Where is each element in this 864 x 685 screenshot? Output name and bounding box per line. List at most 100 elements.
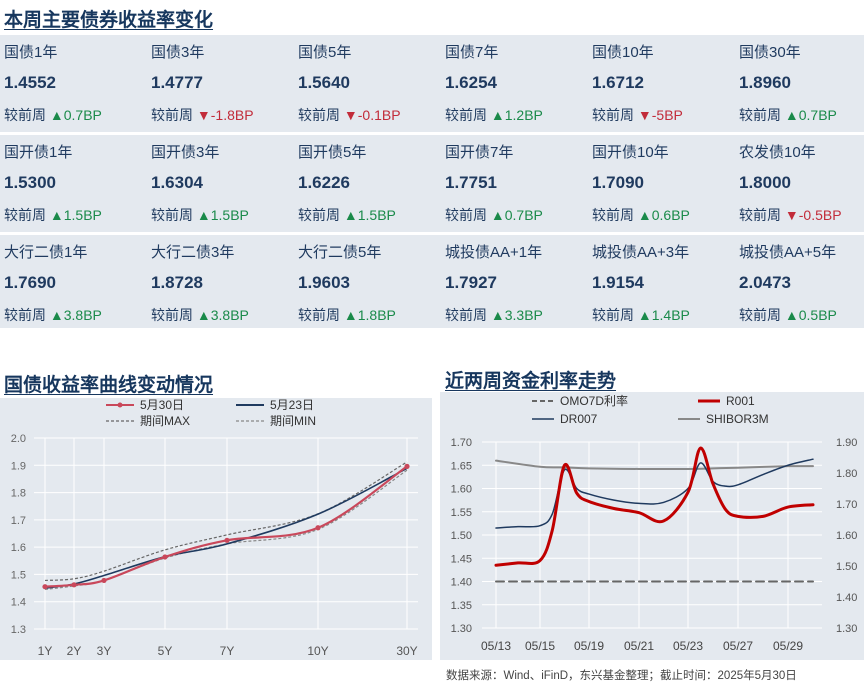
up-arrow-icon: ▲ <box>637 207 652 223</box>
compare-label: 较前周 <box>4 107 50 123</box>
compare-label: 较前周 <box>739 207 785 223</box>
bond-name: 国债10年 <box>592 44 654 61</box>
data-point <box>162 554 168 560</box>
legend-label: 期间MIN <box>270 414 316 428</box>
bond-yield: 1.6304 <box>151 173 203 192</box>
change-value: 1.5BP <box>63 207 102 223</box>
x-tick-label: 30Y <box>396 644 417 658</box>
y-tick-label-left: 1.45 <box>451 553 472 565</box>
y-tick-label-left: 1.35 <box>451 600 472 612</box>
bond-name: 国开债7年 <box>445 144 514 161</box>
x-tick-label: 05/23 <box>673 639 703 653</box>
bond-card: 农发债10年 1.8000 较前周 ▼-0.5BP <box>735 135 864 232</box>
x-tick-label: 05/15 <box>525 639 555 653</box>
bond-change: 较前周 ▼-0.5BP <box>739 205 842 225</box>
compare-label: 较前周 <box>298 307 344 323</box>
bond-yield: 1.6254 <box>445 73 497 92</box>
change-value: 0.6BP <box>651 207 690 223</box>
change-value: -5BP <box>651 107 683 123</box>
compare-label: 较前周 <box>739 107 785 123</box>
bond-name: 国开债5年 <box>298 144 367 161</box>
bond-card: 国债5年 1.5640 较前周 ▼-0.1BP <box>294 35 441 132</box>
change-value: 3.3BP <box>504 307 543 323</box>
bond-name: 国开债3年 <box>151 144 220 161</box>
x-tick-label: 05/27 <box>723 639 753 653</box>
legend-label: 5月30日 <box>140 398 184 412</box>
bond-name: 城投债AA+5年 <box>739 244 837 261</box>
change-value: 1.4BP <box>651 307 690 323</box>
legend-label: SHIBOR3M <box>706 412 769 426</box>
legend-label: R001 <box>726 394 755 408</box>
compare-label: 较前周 <box>445 307 491 323</box>
bond-name: 国开债1年 <box>4 144 73 161</box>
y-tick-label-right: 1.70 <box>836 499 857 511</box>
compare-label: 较前周 <box>592 107 638 123</box>
down-arrow-icon: ▼ <box>784 207 799 223</box>
bond-change: 较前周 ▲0.6BP <box>592 205 690 225</box>
bond-card: 国债7年 1.6254 较前周 ▲1.2BP <box>441 35 588 132</box>
bond-change: 较前周 ▲0.7BP <box>445 205 543 225</box>
bond-yield: 1.6712 <box>592 73 644 92</box>
down-arrow-icon: ▼ <box>637 107 652 123</box>
series-line <box>44 461 408 582</box>
change-value: 0.5BP <box>798 307 837 323</box>
bond-card: 国开债1年 1.5300 较前周 ▲1.5BP <box>0 135 147 232</box>
y-tick-label: 1.5 <box>11 569 26 581</box>
bond-name: 国债30年 <box>739 44 801 61</box>
change-value: 1.2BP <box>504 107 543 123</box>
up-arrow-icon: ▲ <box>784 107 799 123</box>
up-arrow-icon: ▲ <box>784 307 799 323</box>
bond-change: 较前周 ▲1.4BP <box>592 305 690 325</box>
x-tick-label: 5Y <box>158 644 173 658</box>
change-value: -0.5BP <box>798 207 842 223</box>
series-line <box>44 467 408 589</box>
bond-change: 较前周 ▲1.5BP <box>151 205 249 225</box>
bond-yield: 1.8960 <box>739 73 791 92</box>
y-tick-label: 1.3 <box>11 624 26 636</box>
x-tick-label: 05/29 <box>773 639 803 653</box>
down-arrow-icon: ▼ <box>196 107 211 123</box>
data-point <box>101 577 107 584</box>
bond-yield: 2.0473 <box>739 273 791 292</box>
bond-name: 城投债AA+1年 <box>445 244 543 261</box>
y-tick-label-left: 1.30 <box>451 623 472 635</box>
bond-change: 较前周 ▲1.5BP <box>4 205 102 225</box>
bond-card: 城投债AA+5年 2.0473 较前周 ▲0.5BP <box>735 235 864 332</box>
bond-yield: 1.7927 <box>445 273 497 292</box>
bond-change: 较前周 ▼-0.1BP <box>298 105 401 125</box>
up-arrow-icon: ▲ <box>49 107 64 123</box>
y-tick-label-right: 1.80 <box>836 468 857 480</box>
x-tick-label: 05/21 <box>624 639 654 653</box>
bond-card: 国开债5年 1.6226 较前周 ▲1.5BP <box>294 135 441 232</box>
row-separator <box>0 232 864 235</box>
bond-card: 国债30年 1.8960 较前周 ▲0.7BP <box>735 35 864 132</box>
up-arrow-icon: ▲ <box>490 207 505 223</box>
bond-change: 较前周 ▲0.7BP <box>739 105 837 125</box>
y-tick-label-left: 1.70 <box>451 437 472 449</box>
up-arrow-icon: ▲ <box>490 307 505 323</box>
compare-label: 较前周 <box>445 107 491 123</box>
legend-label: DR007 <box>560 412 598 426</box>
data-point <box>71 582 77 588</box>
compare-label: 较前周 <box>592 307 638 323</box>
bond-change: 较前周 ▲1.2BP <box>445 105 543 125</box>
x-tick-label: 7Y <box>220 644 235 658</box>
bond-change: 较前周 ▲3.8BP <box>4 305 102 325</box>
compare-label: 较前周 <box>4 307 50 323</box>
bond-card: 国债1年 1.4552 较前周 ▲0.7BP <box>0 35 147 132</box>
funding-rate-svg: OMO7D利率 R001 DR007 SHIBOR3M 1.30 1.35 1.40 1.45… <box>451 393 858 653</box>
compare-label: 较前周 <box>151 107 197 123</box>
bond-card: 城投债AA+3年 1.9154 较前周 ▲1.4BP <box>588 235 735 332</box>
bond-change: 较前周 ▲1.8BP <box>298 305 396 325</box>
bond-card: 国债3年 1.4777 较前周 ▼-1.8BP <box>147 35 294 132</box>
x-tick-label: 2Y <box>67 644 82 658</box>
change-value: 1.5BP <box>357 207 396 223</box>
series-line <box>495 459 814 471</box>
weekly-yields-title: 本周主要债券收益率变化 <box>4 10 214 31</box>
bond-name: 国开债10年 <box>592 144 669 161</box>
bond-change: 较前周 ▼-1.8BP <box>151 105 254 125</box>
compare-label: 较前周 <box>298 207 344 223</box>
bond-name: 大行二债1年 <box>4 244 88 261</box>
compare-label: 较前周 <box>4 207 50 223</box>
